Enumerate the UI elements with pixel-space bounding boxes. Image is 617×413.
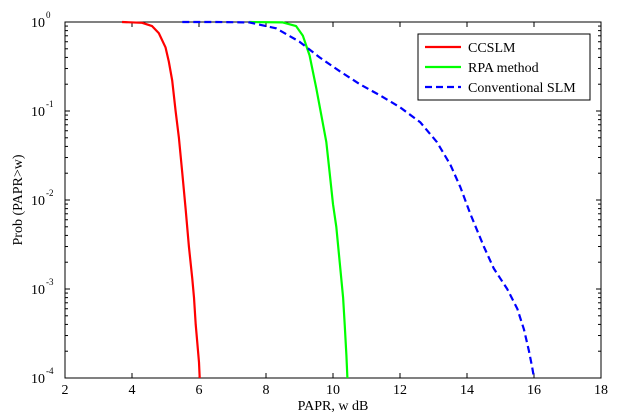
series-line	[182, 20, 536, 379]
x-tick-label: 12	[393, 383, 407, 398]
series-line	[249, 20, 349, 379]
legend-label: CCSLM	[468, 41, 516, 56]
x-tick-label: 14	[460, 383, 474, 398]
legend-label: RPA method	[468, 61, 539, 76]
y-tick-label-base: 10	[31, 372, 45, 387]
y-tick-label-exp: -2	[46, 188, 54, 198]
y-tick-label-exp: -1	[46, 99, 54, 109]
x-tick-label: 18	[594, 383, 608, 398]
x-tick-label: 16	[527, 383, 541, 398]
y-tick-label-base: 10	[31, 105, 45, 120]
legend: CCSLM RPA method Conventional SLM	[417, 33, 591, 101]
y-tick-label-base: 10	[31, 194, 45, 209]
legend-label: Conventional SLM	[468, 81, 576, 96]
x-axis-label: PAPR, w dB	[298, 399, 369, 413]
y-tick-label-base: 10	[31, 16, 45, 31]
y-tick-label-exp: -4	[46, 366, 54, 376]
y-tick-label-exp: 0	[46, 10, 51, 20]
x-tick-label: 6	[196, 383, 203, 398]
x-tick-label: 2	[62, 383, 69, 398]
x-tick-label: 10	[326, 383, 340, 398]
series-line	[121, 20, 201, 379]
series-layer	[121, 20, 536, 379]
y-tick-label-exp: -3	[46, 277, 54, 287]
x-tick-label: 4	[129, 383, 136, 398]
x-tick-label: 8	[263, 383, 270, 398]
y-axis-label: Prob (PAPR>w)	[11, 154, 26, 245]
y-tick-label-base: 10	[31, 283, 45, 298]
